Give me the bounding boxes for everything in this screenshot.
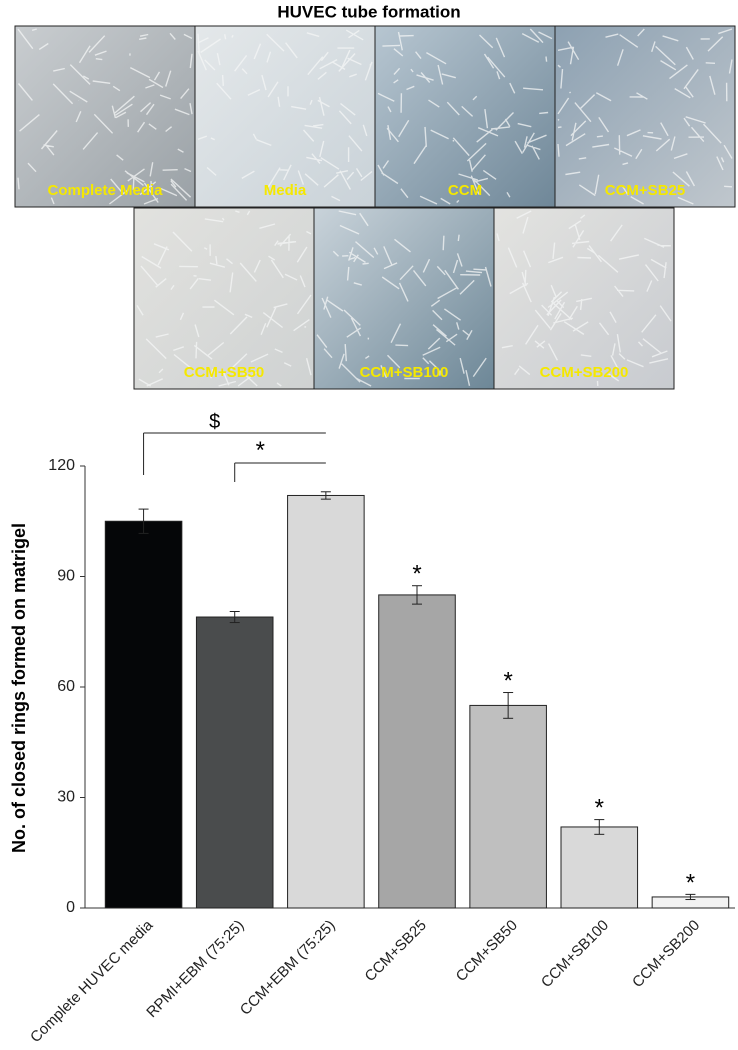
- micrograph-label: Media: [264, 182, 307, 199]
- comparison-label: $: [209, 411, 220, 433]
- cell-network: [557, 28, 733, 205]
- micrograph-background: [554, 25, 736, 208]
- micrograph: CCM+SB25: [554, 25, 736, 208]
- micrograph-label: CCM+SB100: [360, 364, 449, 381]
- bar: [560, 826, 639, 909]
- micrograph: Complete Media: [14, 25, 196, 208]
- x-tick-label: CCM+EBM (75:25): [237, 917, 339, 1019]
- significance-marker: *: [503, 668, 512, 695]
- micrograph: CCM: [374, 25, 556, 208]
- micrograph-background: [133, 207, 315, 390]
- comparison-bracket: *: [234, 437, 326, 482]
- x-tick-label: CCM+SB25: [362, 917, 430, 985]
- y-tick-label: 30: [57, 789, 75, 806]
- y-tick-label: 0: [66, 899, 75, 916]
- x-tick-label: Complete HUVEC media: [27, 916, 157, 1046]
- cell-network: [496, 210, 672, 387]
- error-bar: [503, 692, 514, 719]
- micrograph-background: [14, 25, 196, 208]
- micrograph-label: CCM+SB50: [184, 364, 264, 381]
- micrograph-label: Complete Media: [47, 182, 163, 199]
- micrograph-background: [374, 25, 556, 208]
- micrograph-label: CCM+SB200: [540, 364, 629, 381]
- error-bar: [229, 610, 240, 624]
- significance-marker: *: [686, 869, 695, 896]
- bar: [104, 520, 183, 909]
- error-bar: [594, 819, 605, 835]
- significance-marker: *: [412, 561, 421, 588]
- x-tick-label: RPMI+EBM (75:25): [143, 917, 247, 1021]
- bar: [469, 704, 547, 909]
- comparison-label: *: [256, 437, 265, 464]
- cell-network: [197, 29, 373, 202]
- x-tick-label: CCM+SB100: [538, 917, 612, 991]
- micrograph: Media: [194, 25, 376, 208]
- cell-network: [316, 210, 492, 387]
- y-tick-label: 60: [57, 678, 75, 695]
- error-bar: [685, 893, 696, 901]
- cell-network: [17, 28, 193, 205]
- y-axis-label: No. of closed rings formed on matrigel: [9, 523, 29, 853]
- error-bar: [412, 585, 422, 605]
- error-bar: [320, 491, 331, 500]
- error-bar: [138, 508, 149, 534]
- x-tick-label: CCM+SB50: [453, 917, 521, 985]
- y-tick-label: 90: [57, 568, 75, 585]
- y-tick-label: 120: [48, 457, 75, 474]
- micrograph-background: [493, 207, 675, 390]
- micrograph-label: CCM+SB25: [605, 182, 685, 199]
- micrograph: CCM+SB50: [133, 207, 315, 390]
- significance-marker: *: [595, 795, 604, 822]
- micrograph-label: CCM: [448, 182, 482, 199]
- comparison-bracket: $: [143, 411, 326, 475]
- micrograph: CCM+SB100: [313, 207, 495, 390]
- cell-network: [136, 210, 312, 387]
- cell-network: [377, 28, 553, 205]
- micrograph: CCM+SB200: [493, 207, 675, 390]
- panel-title: HUVEC tube formation: [277, 2, 460, 21]
- x-tick-label: CCM+SB200: [629, 917, 703, 991]
- bar: [195, 616, 274, 909]
- bar: [287, 494, 365, 909]
- bar: [378, 594, 456, 909]
